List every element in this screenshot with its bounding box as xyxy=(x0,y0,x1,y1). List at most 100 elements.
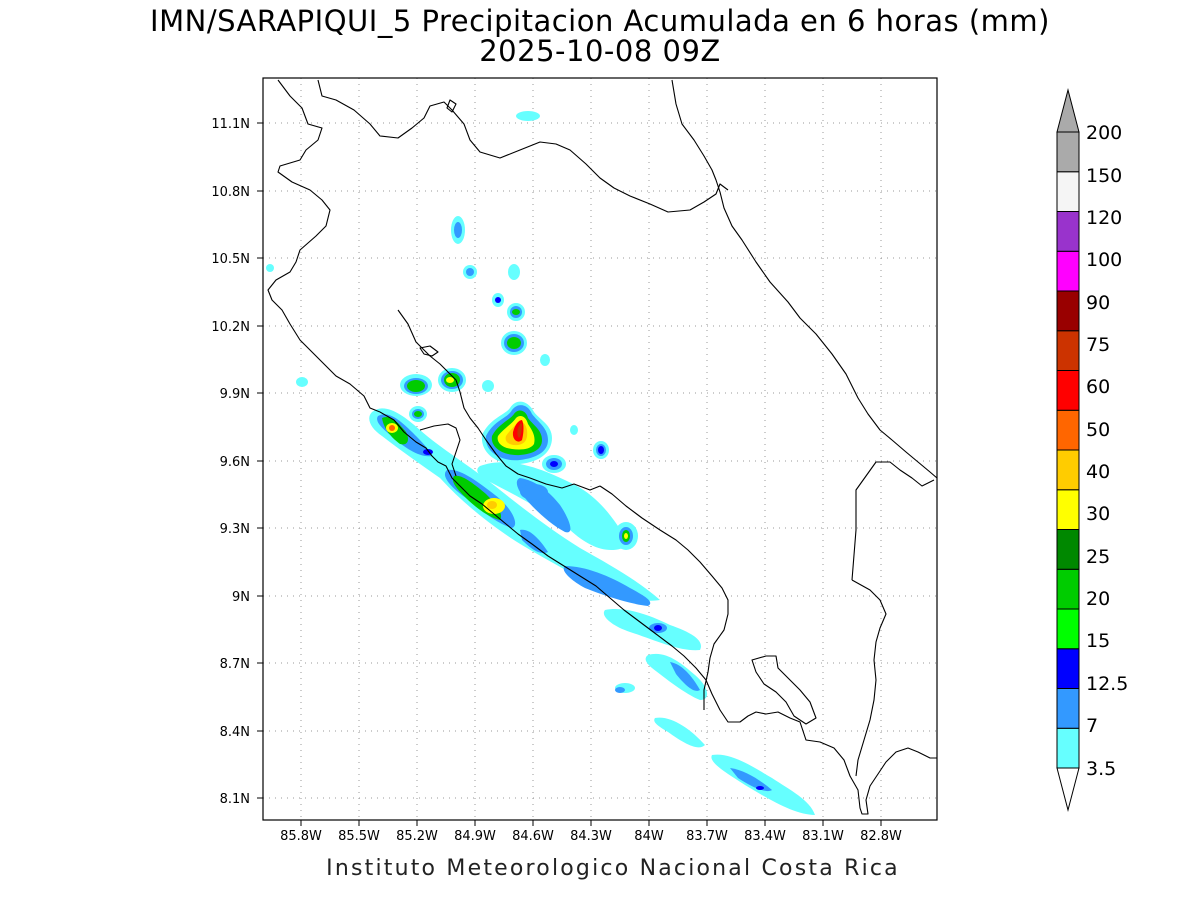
colorbar-swatch xyxy=(1056,568,1080,610)
map-title: IMN/SARAPIQUI_5 Precipitacion Acumulada … xyxy=(150,4,1050,38)
coastline xyxy=(267,79,938,815)
precip-band-sw xyxy=(654,717,705,748)
colorbar-swatch xyxy=(1056,529,1080,570)
lat-tick-label: 9N xyxy=(232,590,250,605)
precip-cell xyxy=(520,484,548,500)
gulf-island xyxy=(419,345,439,357)
precip-cell xyxy=(512,309,520,315)
precip-cell xyxy=(482,380,494,392)
colorbar-label: 60 xyxy=(1086,376,1110,398)
golfo-dulce xyxy=(751,655,817,725)
precip-blue xyxy=(563,566,651,606)
precip-blue xyxy=(670,662,700,691)
precip-cell xyxy=(516,111,540,121)
precip-cell xyxy=(389,425,395,431)
colorbar-label: 12.5 xyxy=(1086,673,1128,695)
precipitation-field xyxy=(266,111,815,815)
precip-cell xyxy=(407,380,425,392)
precip-cell xyxy=(756,786,764,790)
colorbar-swatch xyxy=(1056,171,1080,212)
lon-tick-label: 83.7W xyxy=(686,829,728,844)
precip-cell xyxy=(550,461,558,467)
colorbar-label: 120 xyxy=(1086,207,1122,229)
lon-tick-label: 85.2W xyxy=(396,829,438,844)
precip-cell xyxy=(487,501,497,509)
precip-cell xyxy=(296,377,308,387)
lon-tick-label: 82.8W xyxy=(860,829,902,844)
colorbar-label: 3.5 xyxy=(1086,758,1116,780)
colorbar-bottom-arrow xyxy=(1056,767,1080,812)
precip-blue xyxy=(730,768,772,792)
precip-cell xyxy=(446,377,454,383)
lat-tick-label: 8.4N xyxy=(220,725,250,740)
panama-border xyxy=(851,461,935,777)
precip-cell xyxy=(507,337,521,349)
colorbar-swatch xyxy=(1056,211,1080,252)
precip-core-darkred xyxy=(517,423,522,438)
precip-cell xyxy=(654,625,662,631)
precip-cell xyxy=(540,354,550,366)
longitude-axis xyxy=(300,820,882,826)
colorbar-label: 90 xyxy=(1086,292,1110,314)
colorbar-label: 25 xyxy=(1086,546,1110,568)
lon-tick-label: 84.6W xyxy=(512,829,554,844)
colorbar-swatch xyxy=(1056,370,1080,411)
precip-cell xyxy=(466,268,474,276)
colorbar-label: 7 xyxy=(1086,715,1098,737)
colorbar-label: 200 xyxy=(1086,122,1122,144)
precip-cell xyxy=(570,425,578,435)
caribbean-coast xyxy=(671,79,938,479)
nicaragua-pacific-coast xyxy=(267,79,381,413)
precip-cell xyxy=(495,297,501,303)
map-frame xyxy=(262,77,938,821)
map-gridlines xyxy=(263,78,937,820)
latitude-axis xyxy=(257,122,263,799)
precip-cell xyxy=(624,533,628,539)
gulf-nicoya-coast xyxy=(397,309,601,491)
colorbar-label: 40 xyxy=(1086,461,1110,483)
colorbar-swatch xyxy=(1056,449,1080,491)
longitude-labels: 85.8W 85.5W 85.2W 84.9W 84.6W 84.3W 84W … xyxy=(280,829,902,844)
latitude-labels: 11.1N 10.8N 10.5N 10.2N 9.9N 9.6N 9.3N 9… xyxy=(211,117,250,807)
precip-cell xyxy=(598,446,604,454)
colorbar-swatch xyxy=(1056,608,1080,650)
lat-tick-label: 8.1N xyxy=(220,792,250,807)
colorbar-swatch xyxy=(1056,290,1080,332)
colorbar-swatch xyxy=(1056,250,1080,292)
precip-band-pacific xyxy=(369,408,660,601)
colorbar-swatch xyxy=(1056,727,1080,769)
precip-blue xyxy=(520,529,548,554)
colorbar-label: 100 xyxy=(1086,249,1122,271)
lon-tick-label: 85.8W xyxy=(280,829,322,844)
colorbar-label: 20 xyxy=(1086,588,1110,610)
lat-tick-label: 11.1N xyxy=(211,117,250,132)
precip-cell xyxy=(615,687,625,693)
lon-tick-label: 84W xyxy=(634,829,664,844)
lat-tick-label: 9.3N xyxy=(220,522,250,537)
costa-rica-border xyxy=(599,485,729,710)
lat-tick-label: 9.6N xyxy=(220,455,250,470)
lon-tick-label: 83.4W xyxy=(744,829,786,844)
colorbar-legend: 200 150 120 100 90 75 60 50 40 30 25 20 … xyxy=(1056,88,1128,812)
lat-tick-label: 10.8N xyxy=(211,185,250,200)
precip-cell xyxy=(414,411,422,417)
nicoya-peninsula xyxy=(379,411,937,815)
colorbar-label: 150 xyxy=(1086,165,1122,187)
lat-tick-label: 9.9N xyxy=(220,387,250,402)
footer-credit: Instituto Meteorologico Nacional Costa R… xyxy=(326,856,900,881)
lon-tick-label: 84.3W xyxy=(570,829,612,844)
colorbar-label: 30 xyxy=(1086,503,1110,525)
colorbar-label: 75 xyxy=(1086,334,1110,356)
colorbar-swatch xyxy=(1056,131,1080,173)
lat-tick-label: 8.7N xyxy=(220,657,250,672)
precip-cell xyxy=(266,264,274,272)
precip-cell xyxy=(454,222,462,238)
precip-cell xyxy=(508,264,520,280)
colorbar-swatch xyxy=(1056,688,1080,729)
precip-band-osa xyxy=(645,653,708,700)
colorbar-top-arrow xyxy=(1056,88,1080,133)
colorbar-swatch xyxy=(1056,330,1080,371)
map-subtitle-date: 2025-10-08 09Z xyxy=(479,34,721,68)
lon-tick-label: 85.5W xyxy=(338,829,380,844)
